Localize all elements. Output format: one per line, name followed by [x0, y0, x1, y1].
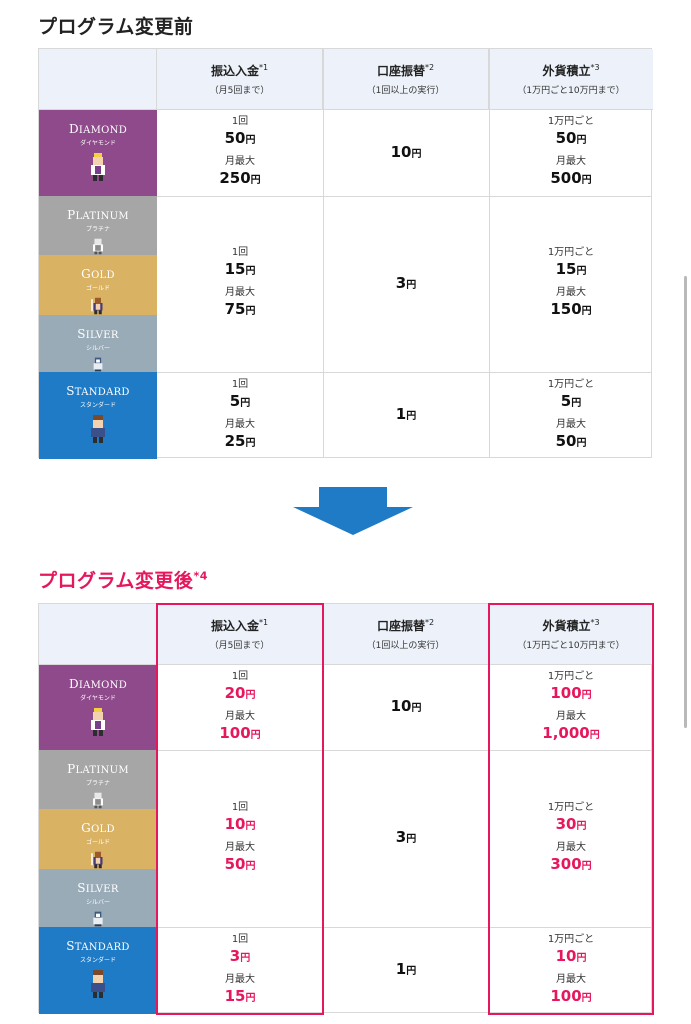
after-standard-account-transfer: 1円	[395, 960, 417, 978]
rank-standard: STANDARD スタンダード	[39, 927, 157, 1014]
gold-character-icon	[91, 851, 103, 869]
before-diamond-fx-saving: 1万円ごと 50円 月最大 500円	[547, 116, 595, 187]
after-diamond-transfer-in: 1回 20円 月最大 100円	[219, 670, 261, 742]
before-mid-fx-saving: 1万円ごと 15円 月最大 150円	[547, 247, 595, 318]
header-account-transfer: 口座振替*2 （1回以上の実行）	[323, 49, 489, 110]
platinum-character-icon	[93, 238, 103, 255]
before-standard-account-transfer: 1円	[395, 405, 417, 423]
header-transfer-in: 振込入金*1 （月5回まで）	[157, 49, 323, 110]
rank-silver: SILVER シルバー	[39, 869, 157, 927]
scrollbar[interactable]	[684, 276, 687, 728]
standard-character-icon	[91, 415, 105, 443]
silver-character-icon	[93, 357, 103, 372]
rank-diamond: DIAMOND ダイヤモンド	[39, 665, 157, 750]
header-empty-cell	[39, 604, 157, 665]
before-diamond-account-transfer: 10円	[390, 142, 422, 161]
header-empty-cell	[39, 49, 157, 110]
rank-platinum: PLATINUM プラチナ	[39, 196, 157, 255]
rank-gold: GOLD ゴールド	[39, 809, 157, 869]
after-section-title: プログラム変更後*4	[38, 569, 208, 592]
diamond-character-icon	[91, 708, 105, 736]
gold-character-icon	[91, 297, 103, 315]
after-diamond-account-transfer: 10円	[390, 697, 422, 715]
silver-character-icon	[93, 911, 103, 927]
standard-character-icon	[91, 970, 105, 998]
rank-standard: STANDARD スタンダード	[39, 372, 157, 459]
before-section-title: プログラム変更前	[38, 16, 194, 38]
header-transfer-in: 振込入金*1 （月5回まで）	[157, 604, 323, 665]
rank-silver: SILVER シルバー	[39, 315, 157, 372]
header-fx-saving: 外貨積立*3 （1万円ごと10万円まで）	[489, 49, 653, 110]
before-mid-account-transfer: 3円	[395, 273, 417, 292]
after-mid-account-transfer: 3円	[395, 828, 417, 846]
after-standard-transfer-in: 1回 3円 月最大 15円	[224, 933, 256, 1005]
before-standard-transfer-in: 1回 5円 月最大 25円	[224, 378, 256, 450]
before-standard-fx-saving: 1万円ごと 5円 月最大 50円	[547, 378, 595, 450]
before-table: 振込入金*1 （月5回まで） 口座振替*2 （1回以上の実行） 外貨積立*3 （…	[38, 48, 653, 459]
header-account-transfer: 口座振替*2 （1回以上の実行）	[323, 604, 489, 665]
diamond-character-icon	[91, 153, 105, 181]
after-table: 振込入金*1 （月5回まで） 口座振替*2 （1回以上の実行） 外貨積立*3 （…	[38, 603, 654, 1015]
after-mid-fx-saving: 1万円ごと 30円 月最大 300円	[547, 801, 595, 873]
rank-platinum: PLATINUM プラチナ	[39, 750, 157, 809]
down-arrow-icon	[293, 487, 413, 535]
after-diamond-fx-saving: 1万円ごと 100円 月最大 1,000円	[542, 670, 600, 742]
rank-diamond: DIAMOND ダイヤモンド	[39, 110, 157, 196]
before-mid-transfer-in: 1回 15円 月最大 75円	[224, 247, 256, 318]
header-fx-saving: 外貨積立*3 （1万円ごと10万円まで）	[489, 604, 653, 665]
after-mid-transfer-in: 1回 10円 月最大 50円	[224, 801, 256, 873]
rank-gold: GOLD ゴールド	[39, 255, 157, 315]
before-diamond-transfer-in: 1回 50円 月最大 250円	[219, 116, 261, 187]
after-standard-fx-saving: 1万円ごと 10円 月最大 100円	[547, 933, 595, 1005]
platinum-character-icon	[93, 792, 103, 809]
